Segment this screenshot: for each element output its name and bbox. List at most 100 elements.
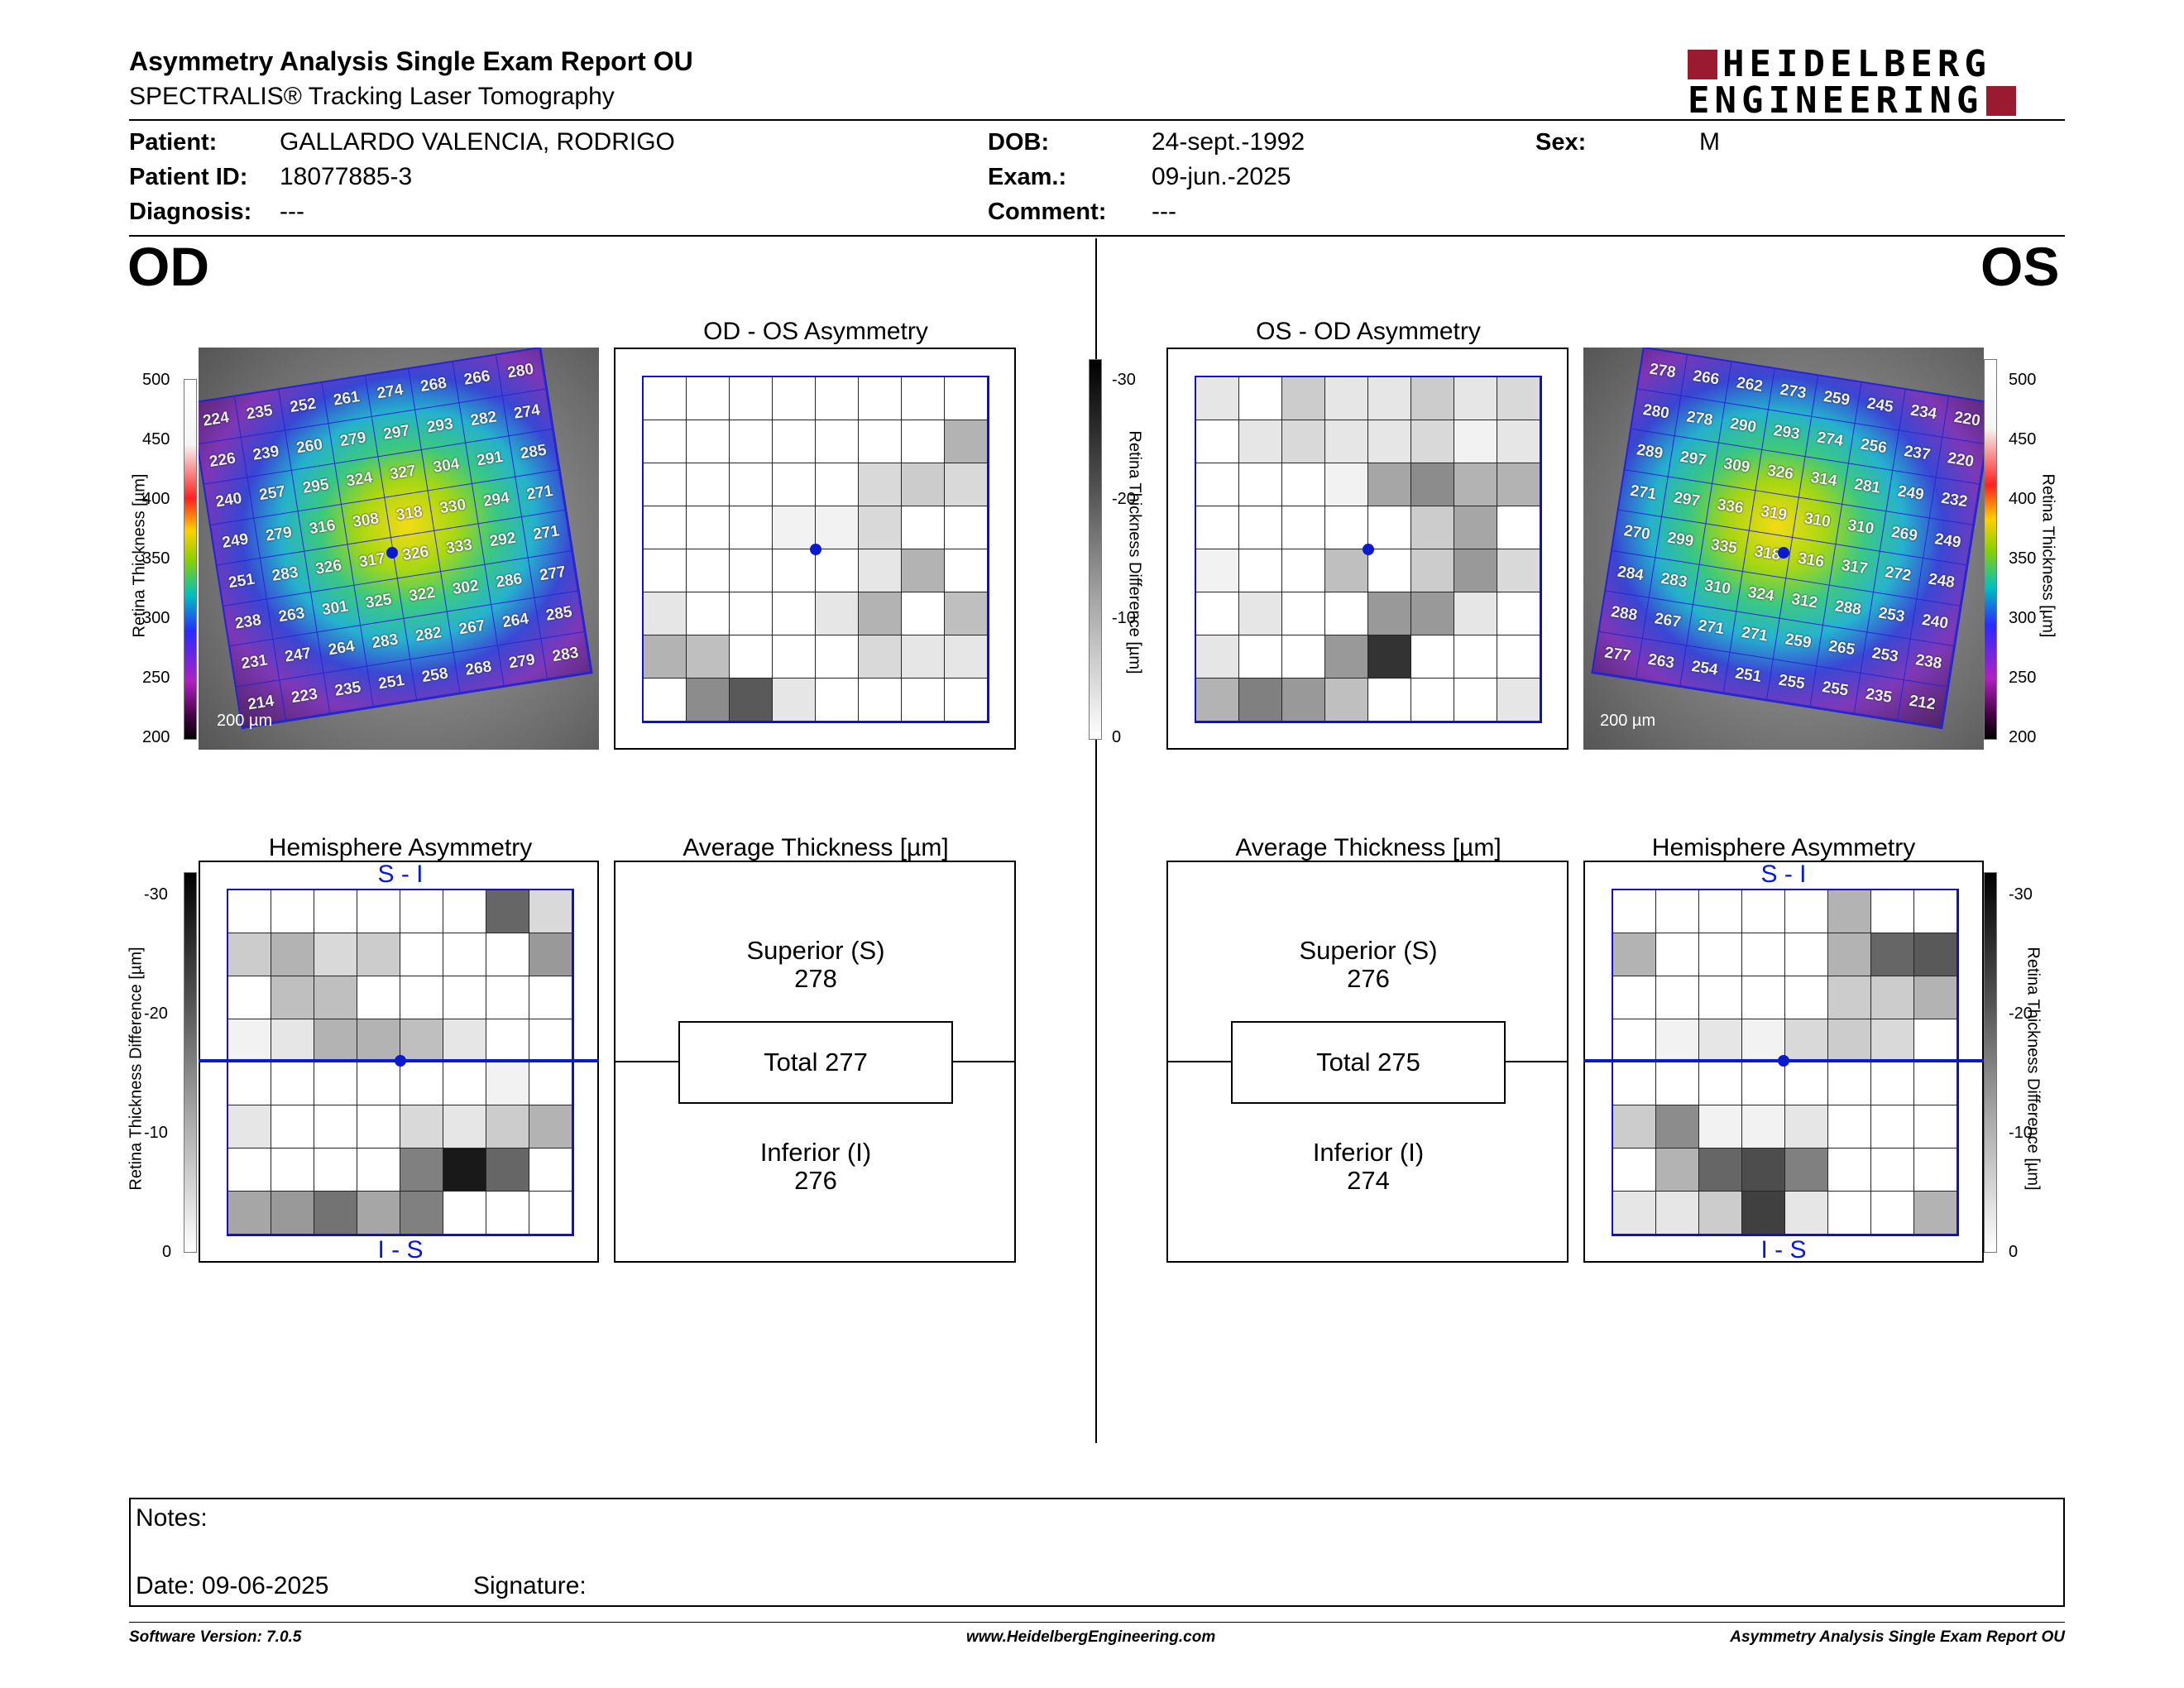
od-hemi-cell [357, 1105, 400, 1149]
logo-line-2: ENGINEERING [1688, 79, 2017, 122]
os-thickness-axis-label: Retina Thickness [µm] [2038, 473, 2057, 638]
os-hemi-cell [1871, 1019, 1914, 1062]
od-asym-cell [730, 549, 773, 592]
od-hemi-tick-m20: -20 [144, 1005, 168, 1023]
os-thickness-cell: 289 [1625, 429, 1675, 477]
od-hemi-cell [400, 933, 443, 976]
logo-text-engineering: ENGINEERING [1688, 79, 1984, 122]
os-asym-title: OS - OD Asymmetry [1256, 318, 1481, 345]
os-asym-cell [1454, 679, 1497, 722]
od-hemi-cell [228, 1192, 271, 1235]
od-asym-cell [816, 420, 859, 463]
report-title: Asymmetry Analysis Single Exam Report OU [129, 46, 693, 76]
od-hemi-cell [314, 976, 357, 1019]
os-thickness-cell: 253 [1860, 632, 1911, 680]
report-subtitle: SPECTRALIS® Tracking Laser Tomography [129, 83, 615, 110]
os-hemi-cell [1613, 1149, 1656, 1192]
os-hemi-cell [1613, 1105, 1656, 1149]
os-inferior-label: Inferior (I) [1312, 1138, 1425, 1167]
exam-label: Exam.: [988, 164, 1067, 190]
od-hemi-cell [314, 890, 357, 933]
os-thickness-cell: 253 [1866, 592, 1918, 640]
od-thickness-cell: 279 [497, 638, 548, 686]
os-hemi-is-label: I - S [1760, 1236, 1807, 1264]
od-thickness-cell: 301 [310, 585, 361, 633]
os-asym-cell [1368, 420, 1411, 463]
os-thickness-cell: 259 [1773, 618, 1824, 667]
od-thickness-cell: 304 [422, 443, 472, 491]
os-thickness-cell: 277 [1592, 631, 1643, 679]
od-thickness-cell: 264 [317, 626, 367, 674]
os-thickness-cell: 324 [1736, 571, 1787, 619]
od-asym-cell [859, 592, 902, 635]
od-hemi-cell [400, 1019, 443, 1062]
od-thickness-cell: 279 [254, 511, 304, 559]
patient-id-label: Patient ID: [129, 164, 248, 190]
os-asym-cell [1282, 420, 1325, 463]
od-asym-cell [859, 506, 902, 549]
od-hemi-cell [228, 1062, 271, 1105]
center-tick-m20: -20 [1112, 490, 1136, 508]
os-asym-cell [1497, 592, 1540, 635]
od-thickness-cell: 274 [366, 369, 416, 417]
od-thickness-cell: 302 [441, 564, 491, 612]
od-hemi-cell [228, 1149, 271, 1192]
od-asym-cell [687, 377, 730, 420]
os-hemi-cell [1871, 890, 1914, 933]
od-thickness-cell: 297 [371, 409, 423, 458]
os-asym-cell [1196, 420, 1239, 463]
os-hemi-cell [1656, 1149, 1699, 1192]
od-thickness-axis-label: Retina Thickness [µm] [130, 473, 149, 638]
od-asym-cell [945, 377, 988, 420]
od-hemi-cell [271, 890, 314, 933]
od-thickness-map: 224 235 252 261 274 268 266 280 226 239 260 279 297 2… [199, 348, 593, 730]
os-asym-cell [1368, 592, 1411, 635]
od-thickness-cell: 264 [491, 597, 542, 646]
od-thickness-cell: 249 [210, 518, 261, 566]
od-thickness-cell: 327 [378, 449, 429, 498]
od-tick-400: 400 [142, 490, 170, 508]
od-thickness-cell: 247 [273, 632, 324, 680]
os-tick-300: 300 [2009, 609, 2037, 627]
od-hemi-cell [486, 1062, 529, 1105]
od-asym-cell [859, 377, 902, 420]
os-thickness-cell: 336 [1705, 483, 1756, 531]
os-hemi-cell [1613, 976, 1656, 1019]
os-hemi-cell [1656, 890, 1699, 933]
os-thickness-cell: 297 [1668, 436, 1719, 484]
os-asym-cell [1196, 463, 1239, 506]
os-hemi-cell [1785, 1062, 1828, 1105]
od-thickness-cell: 326 [304, 544, 355, 592]
od-scale-bar: 200 µm [217, 712, 273, 730]
od-asym-cell [687, 679, 730, 722]
os-asym-cell [1282, 463, 1325, 506]
logo-line-1: HEIDELBERG [1688, 46, 1991, 83]
od-thickness-cell: 224 [199, 396, 242, 444]
od-thickness-cell: 252 [278, 382, 329, 430]
comment-value: --- [1152, 198, 1176, 225]
os-hemi-cell [1742, 890, 1785, 933]
os-asym-cell [1411, 679, 1454, 722]
od-hemi-cell [486, 976, 529, 1019]
od-hemi-title: Hemisphere Asymmetry [268, 834, 533, 861]
os-asym-cell [1239, 506, 1282, 549]
od-asym-cell [816, 679, 859, 722]
os-thickness-cell: 267 [1642, 597, 1693, 646]
od-thickness-cell: 286 [484, 557, 535, 606]
os-hemi-cell [1656, 933, 1699, 976]
os-thickness-cell: 234 [1899, 390, 1949, 438]
od-hemi-axis-label: Retina Thickness Difference [µm] [127, 947, 146, 1191]
od-thickness-cell: 268 [409, 362, 459, 410]
od-fovea-marker [386, 547, 398, 559]
os-thickness-cell: 299 [1655, 517, 1706, 565]
od-thickness-cell: 318 [385, 490, 435, 538]
od-asym-cell [687, 592, 730, 635]
os-superior-value: 276 [1347, 964, 1390, 993]
os-asym-cell [1325, 549, 1368, 592]
os-asym-cell [1196, 549, 1239, 592]
od-asym-cell [902, 463, 945, 506]
od-thickness-cell: 285 [509, 429, 559, 477]
os-eye-label: OS [1980, 236, 2060, 297]
os-thickness-cell: 272 [1873, 551, 1923, 599]
os-asym-cell [1454, 463, 1497, 506]
